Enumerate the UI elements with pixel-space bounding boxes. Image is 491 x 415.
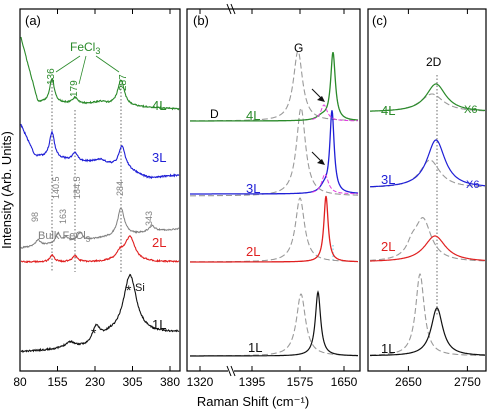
label-x6-4L: X6 <box>464 104 477 116</box>
panel-a-curves <box>20 36 180 354</box>
a-ticklabel-230: 230 <box>85 375 105 389</box>
panel-a-label: (a) <box>25 13 41 28</box>
break-top-1 <box>226 3 232 15</box>
label-4L-b: 4L <box>246 108 260 123</box>
arrow-3L-head <box>317 159 325 165</box>
label-2L-c: 2L <box>381 239 395 254</box>
curve-4L-c <box>370 83 485 112</box>
panel-b-frame <box>186 8 361 372</box>
break-bottom-2 <box>230 365 236 377</box>
arrow-4L <box>311 88 325 102</box>
panel-c-curves <box>369 83 486 357</box>
label-3L-c: 3L <box>381 172 395 187</box>
star-si: * <box>126 282 132 298</box>
curve-3L-b <box>190 110 359 195</box>
bulk-peak-284: 284 <box>115 181 125 196</box>
label-3L-b: 3L <box>246 181 260 196</box>
curve-pink-4L-b <box>311 104 358 122</box>
label-2L-a: 2L <box>152 235 166 250</box>
fecl3-pointer-2 <box>78 55 87 85</box>
bulk-peak-140.5: 140.5 <box>51 176 61 199</box>
a-ticklabel-380: 380 <box>160 375 180 389</box>
curve-3L-a <box>20 123 180 180</box>
curve-bulk-a <box>20 206 180 249</box>
curve-2L-c <box>370 235 486 262</box>
curve-4L-a <box>20 36 180 111</box>
bulk-sub: 3 <box>86 235 91 244</box>
panel-c-label: (c) <box>372 13 387 28</box>
curve-ref-3L-b <box>190 107 358 197</box>
fecl3-main: FeCl <box>70 40 95 54</box>
break-top-2 <box>230 3 236 15</box>
c-ticklabel-2750: 2750 <box>454 375 481 389</box>
curve-ref-2L-c <box>369 217 485 262</box>
fecl3-sub: 3 <box>95 46 100 56</box>
panel-b-annotations: G D 4L 3L 2L 1L <box>210 41 325 355</box>
fecl3-label: FeCl3 <box>70 40 100 56</box>
label-G: G <box>294 41 303 55</box>
y-axis-label: Intensity (Arb. Units) <box>0 131 14 249</box>
axis-break <box>226 3 236 377</box>
x-axis-label: Raman Shift (cm⁻¹) <box>197 394 309 409</box>
fecl3-pointer-3 <box>95 55 120 73</box>
panel-c-frame <box>367 8 487 372</box>
label-3L-a: 3L <box>152 150 166 165</box>
curve-1L-c <box>370 307 485 357</box>
curve-ref-1L-c <box>370 272 485 357</box>
curve-1L-b <box>190 290 358 357</box>
peak-179: 179 <box>69 80 80 97</box>
label-4L-c: 4L <box>381 103 395 118</box>
curve-ref-1L-b <box>190 293 358 357</box>
panel-b-label: (b) <box>193 13 209 28</box>
b-ticklabel-1575: 1575 <box>287 375 314 389</box>
curve-1L-a <box>20 273 180 354</box>
label-2D: 2D <box>426 55 442 69</box>
curve-2L-b <box>190 195 358 263</box>
curve-3L-c <box>370 139 485 188</box>
a-ticklabel-305: 305 <box>122 375 142 389</box>
bulk-peak-98: 98 <box>30 212 40 222</box>
arrow-4L-head <box>317 96 325 102</box>
b-ticklabel-1395: 1395 <box>239 375 266 389</box>
panel-b-curves <box>190 50 359 357</box>
label-1L-b: 1L <box>248 340 262 355</box>
b-ticklabel-1320: 1320 <box>187 375 214 389</box>
bulk-main: Bulk FeCl <box>38 230 86 242</box>
break-bottom-1 <box>226 365 232 377</box>
break-bottom-gap <box>228 365 234 377</box>
bulk-fecl3-label: Bulk FeCl3 <box>38 230 91 244</box>
c-ticklabel-2650: 2650 <box>395 375 422 389</box>
panel-a-frame <box>19 8 181 372</box>
arrow-3L <box>311 151 325 165</box>
label-D: D <box>210 107 219 121</box>
curve-pink-3L-b <box>311 173 358 195</box>
peak-287: 287 <box>118 74 129 91</box>
label-4L-a: 4L <box>152 98 166 113</box>
label-1L-a: 1L <box>152 317 166 332</box>
a-ticklabel-80: 80 <box>13 375 27 389</box>
panel-c-annotations: 2D 4L X6 3L X6 2L 1L <box>381 55 479 356</box>
bulk-peak-184.5: 184.5 <box>72 176 82 199</box>
panel-a-annotations: FeCl3 136 179 287 4L 3L 2L 1L Bulk FeCl3… <box>30 40 166 341</box>
curve-4L-b <box>190 51 358 122</box>
a-ticklabel-155: 155 <box>47 375 67 389</box>
label-2L-b: 2L <box>246 244 260 259</box>
bulk-peak-343: 343 <box>144 211 154 226</box>
label-x6-3L: X6 <box>466 179 479 191</box>
bulk-peak-163: 163 <box>58 209 68 224</box>
tick-marks: 80 155 230 305 380 1320 1395 1575 1650 2650 2750 <box>13 9 481 389</box>
fecl3-pointer-1 <box>55 55 81 73</box>
label-1L-c: 1L <box>381 341 395 356</box>
b-ticklabel-1650: 1650 <box>331 375 358 389</box>
si-label: Si <box>135 282 145 294</box>
peak-136: 136 <box>46 68 57 85</box>
star-230: * <box>91 325 97 341</box>
curve-2L-a <box>20 235 180 264</box>
